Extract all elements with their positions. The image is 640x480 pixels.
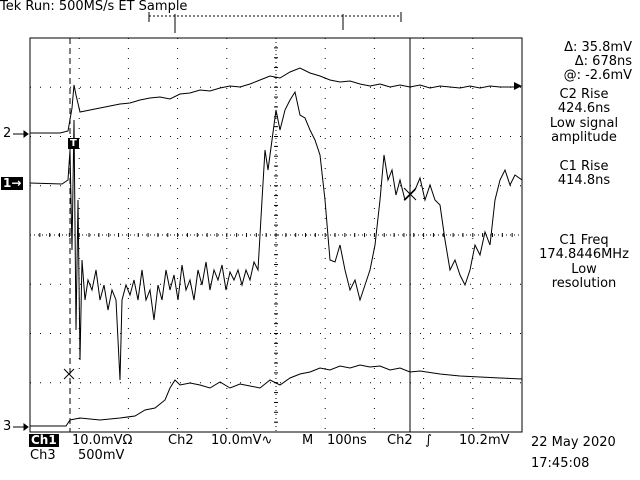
cursor-delta-v: Δ: 35.8mV: [564, 40, 632, 55]
measurement-3-name: C1 Freq: [559, 233, 609, 248]
time: 17:45:08: [531, 456, 590, 471]
ch1-coupling: Ω: [122, 433, 133, 448]
graticule: [29, 37, 523, 433]
timebase-value: 100ns: [327, 433, 367, 448]
ch2-label: Ch2: [168, 433, 194, 448]
measurement-1-note: Low signal: [549, 116, 619, 131]
ch1-marker-label: 1: [3, 176, 12, 190]
measurement-2-value: 414.8ns: [557, 173, 611, 188]
ch2-scale-value: 10.0mV: [211, 433, 262, 448]
ch3-marker: 3: [3, 419, 12, 434]
trigger-level: 10.2mV: [459, 433, 510, 448]
measurement-1-name: C2 Rise: [559, 87, 609, 102]
measurement-1-note: amplitude: [551, 130, 617, 145]
trigger-position-bracket: [148, 12, 402, 33]
measurement-3-value: 174.8446MHz: [539, 247, 629, 262]
measurement-3-note: Low: [571, 262, 597, 277]
ch1-scale-value: 10.0mV: [72, 433, 123, 448]
ch1-scale: 10.0mVΩ: [72, 434, 132, 448]
date: 22 May 2020: [531, 435, 616, 450]
trigger-marker: T: [68, 138, 79, 149]
ch2-trace: [30, 67, 515, 134]
ch3-scale: 500mV: [78, 448, 125, 463]
ch2-coupling: ∿: [261, 433, 273, 448]
timebase-label: M: [302, 433, 314, 448]
channel-arrows: [13, 130, 29, 431]
ch2-scale: 10.0mV∿: [211, 434, 272, 448]
cursor-delta-t: Δ: 678ns: [574, 54, 632, 69]
trigger-slope-icon: ∫: [425, 433, 432, 448]
ch3-trace: [30, 364, 523, 427]
ch1-marker: 1→: [1, 176, 24, 190]
cursor-at-v: @: -2.6mV: [563, 68, 632, 83]
trigger-source: Ch2: [387, 433, 413, 448]
acquisition-status: Tek Run: 500MS/s ET Sample: [0, 0, 188, 14]
trigger-level-arrow-icon: [514, 82, 522, 90]
ch1-trace: [29, 90, 523, 381]
measurement-3-note: resolution: [551, 276, 617, 291]
measurement-1-value: 424.6ns: [557, 101, 611, 116]
cursor-x-markers: [63, 187, 417, 380]
measurement-2-name: C1 Rise: [559, 159, 609, 174]
ch2-marker: 2: [3, 126, 12, 141]
ch3-label: Ch3: [30, 448, 56, 463]
ch1-label: Ch1: [29, 433, 59, 447]
